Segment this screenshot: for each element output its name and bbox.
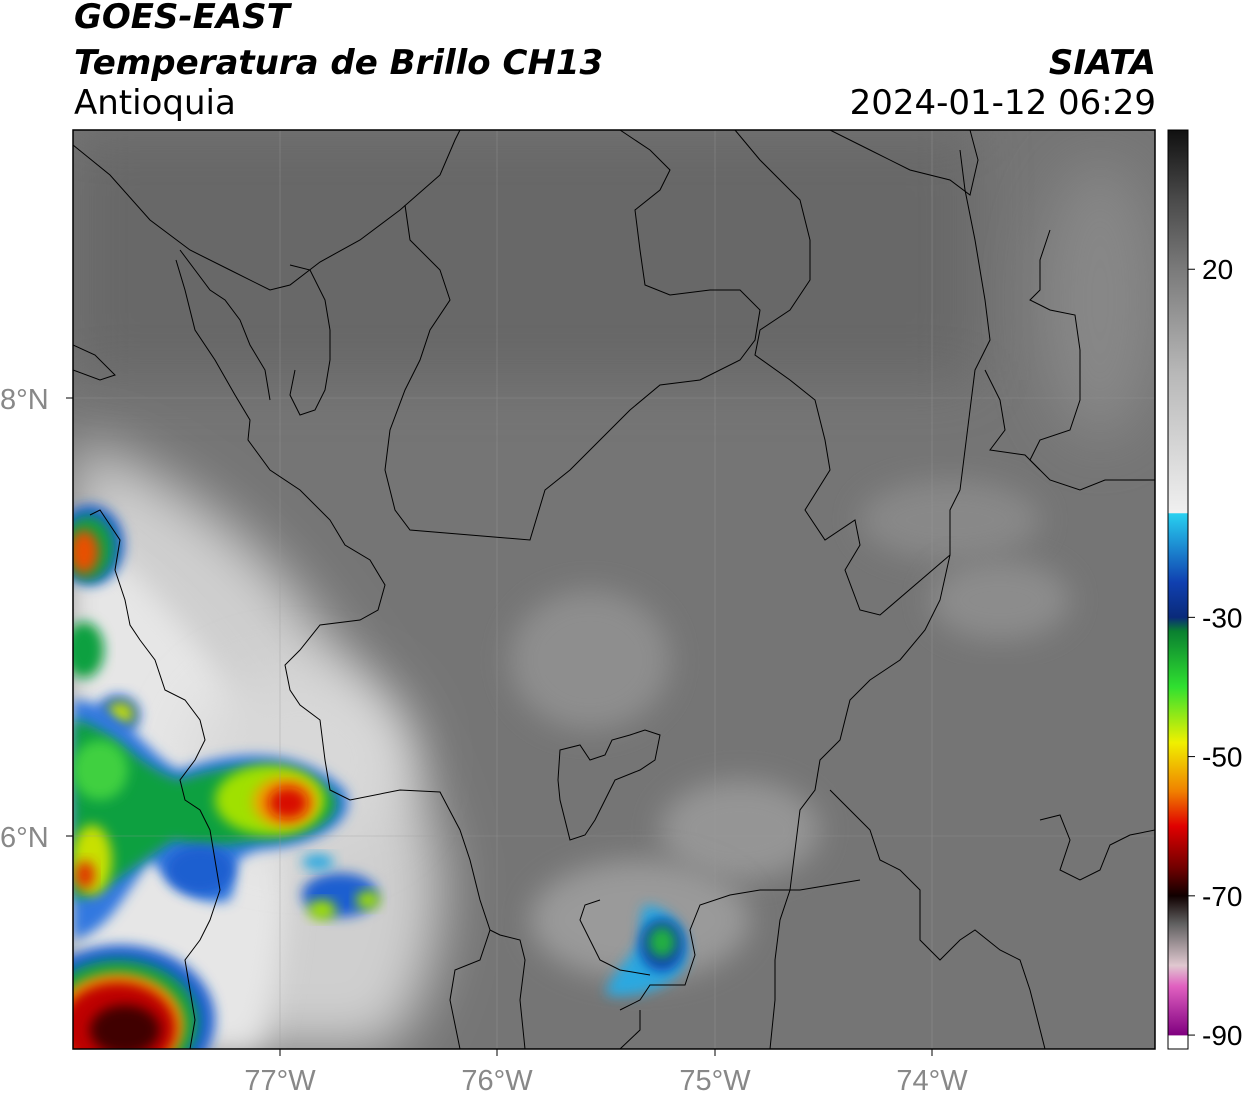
axis-labels: 8°N 6°N 77°W 76°W 75°W 74°W — [0, 384, 968, 1097]
lat-label-8n: 8°N — [0, 384, 49, 416]
colorbar-frame — [1167, 129, 1189, 1050]
datetime-label: 2024-01-12 06:29 — [849, 83, 1156, 123]
lon-label-74w: 74°W — [896, 1065, 968, 1097]
colorbar-tick-label: 20 — [1202, 254, 1233, 285]
product-title: Temperatura de Brillo CH13 — [74, 43, 604, 83]
map-frame — [72, 129, 1156, 1050]
colorbar-gradient — [1168, 130, 1188, 1049]
colorbar-tick-label: -30 — [1202, 602, 1242, 633]
convective-cell-main — [73, 700, 349, 940]
convective-cell-north — [73, 505, 124, 585]
lon-label-77w: 77°W — [244, 1065, 316, 1097]
lon-label-75w: 75°W — [679, 1065, 751, 1097]
lat-label-6n: 6°N — [0, 822, 49, 854]
colorbar-tick-label: -70 — [1202, 881, 1242, 912]
convective-cell-small — [302, 854, 380, 920]
convective-cell-southwest — [73, 945, 215, 1049]
satellite-image — [73, 130, 1155, 1049]
colorbar-tick-label: -50 — [1202, 742, 1242, 773]
convective-cell-south — [605, 905, 688, 997]
colorbar: 20 -30 -50 -70 -90 — [1167, 129, 1242, 1051]
lon-label-76w: 76°W — [461, 1065, 533, 1097]
graticule — [73, 130, 1155, 1049]
satellite-title: GOES-EAST — [74, 0, 290, 37]
colorbar-tick-label: -90 — [1202, 1020, 1242, 1051]
region-label: Antioquia — [74, 83, 236, 123]
agency-label: SIATA — [1048, 43, 1156, 83]
axis-ticks — [66, 397, 933, 1056]
boundaries — [73, 130, 1155, 1049]
